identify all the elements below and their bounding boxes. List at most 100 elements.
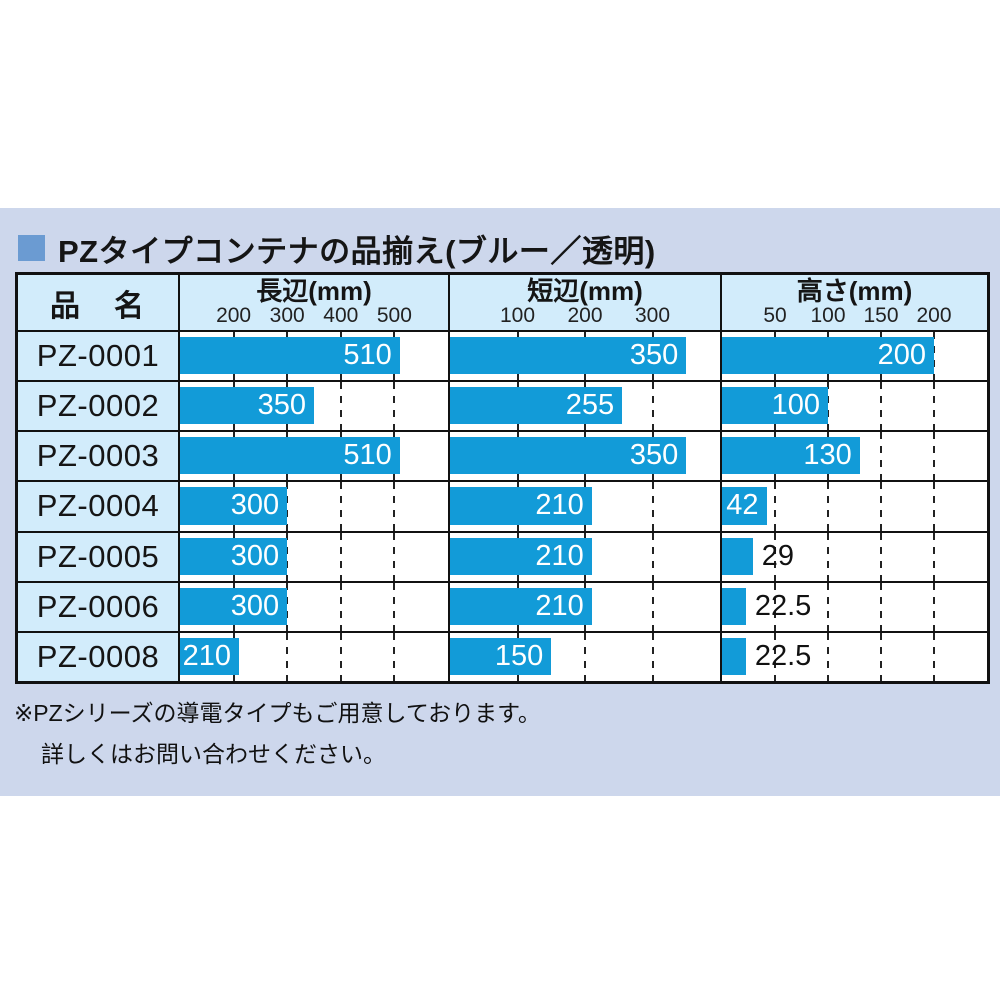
bar-cell-height: 200 bbox=[722, 332, 987, 381]
bar-cell-long: 300 bbox=[180, 482, 450, 531]
dimension-bar: 200 bbox=[722, 337, 934, 375]
product-column-header: 品 名 bbox=[18, 275, 180, 330]
grid-line bbox=[774, 632, 776, 681]
dimension-bar: 100 bbox=[722, 387, 828, 425]
bar-value-label: 350 bbox=[629, 339, 679, 372]
grid-line bbox=[880, 482, 882, 531]
measure-column-header-short: 短辺(mm) 100 200 300 bbox=[450, 275, 722, 330]
dimension-bar: 350 bbox=[180, 387, 314, 425]
measure-column-header-long: 長辺(mm) 200 300 400 500 bbox=[180, 275, 450, 330]
product-name-cell: PZ-0004 bbox=[18, 482, 180, 531]
bar-cell-height: 42 bbox=[722, 482, 987, 531]
product-name-cell: PZ-0003 bbox=[18, 432, 180, 481]
dimension-bar: 150 bbox=[450, 637, 552, 675]
table-row: PZ-0005 300 210 29 bbox=[18, 532, 987, 583]
dimension-bar: 42 bbox=[722, 487, 767, 525]
bar-cell-height: 22.5 bbox=[722, 632, 987, 681]
product-name-cell: PZ-0006 bbox=[18, 582, 180, 631]
table-row: PZ-0006 300 210 22.5 bbox=[18, 582, 987, 633]
bar-cell-short: 350 bbox=[450, 332, 722, 381]
grid-line bbox=[651, 532, 654, 581]
bar-value-label: 150 bbox=[494, 639, 544, 672]
bar-cell-height: 100 bbox=[722, 382, 987, 431]
grid-line bbox=[827, 532, 829, 581]
bar-value-label: 300 bbox=[230, 489, 280, 522]
table-row: PZ-0002 350 255 100 bbox=[18, 382, 987, 433]
bar-cell-long: 510 bbox=[180, 432, 450, 481]
bar-value-label: 210 bbox=[535, 489, 584, 522]
dimension-bar bbox=[722, 537, 753, 575]
grid-line bbox=[880, 632, 882, 681]
table-body: PZ-0001 510 350 200 PZ-0002 350 255 100 PZ-0003 5… bbox=[18, 332, 987, 681]
dimension-bar: 510 bbox=[180, 337, 400, 375]
axis-tick-row: 50 100 150 200 bbox=[722, 304, 987, 330]
axis-tick-label: 200 bbox=[916, 304, 952, 327]
dimension-bar bbox=[722, 637, 746, 675]
grid-line bbox=[774, 532, 776, 581]
section-title: PZタイプコンテナの品揃え(ブルー／透明) bbox=[58, 233, 656, 269]
grid-line bbox=[393, 482, 396, 531]
measure-column-label: 長辺(mm) bbox=[256, 276, 372, 306]
title-bullet-square-icon bbox=[18, 235, 45, 261]
axis-tick-label: 200 bbox=[567, 304, 603, 327]
bar-cell-height: 22.5 bbox=[722, 582, 987, 631]
grid-line bbox=[774, 482, 776, 531]
grid-line bbox=[651, 582, 654, 631]
product-size-table: 品 名 長辺(mm) 200 300 400 500 短辺(mm) 100 200 300 高さ(… bbox=[15, 272, 990, 684]
grid-line bbox=[933, 482, 935, 531]
grid-line bbox=[827, 632, 829, 681]
axis-tick-label: 100 bbox=[810, 304, 846, 327]
product-name-cell: PZ-0008 bbox=[18, 632, 180, 681]
dimension-bar: 210 bbox=[450, 537, 592, 575]
product-name-cell: PZ-0005 bbox=[18, 532, 180, 581]
table-header-row: 品 名 長辺(mm) 200 300 400 500 短辺(mm) 100 200 300 高さ(… bbox=[18, 275, 987, 332]
dimension-bar: 350 bbox=[450, 337, 687, 375]
axis-tick-label: 300 bbox=[634, 304, 671, 327]
axis-tick-label: 100 bbox=[499, 304, 536, 327]
axis-tick-label: 400 bbox=[323, 304, 359, 327]
bar-value-label: 350 bbox=[629, 439, 679, 472]
product-name-cell: PZ-0002 bbox=[18, 382, 180, 431]
grid-line bbox=[651, 632, 654, 681]
grid-line bbox=[286, 582, 289, 631]
grid-line bbox=[286, 532, 289, 581]
bar-value-label: 350 bbox=[257, 389, 306, 422]
grid-line bbox=[880, 432, 882, 481]
bar-cell-short: 350 bbox=[450, 432, 722, 481]
grid-line bbox=[827, 482, 829, 531]
bar-value-label: 200 bbox=[877, 339, 926, 372]
dimension-bar bbox=[722, 587, 746, 625]
axis-tick-label: 200 bbox=[216, 304, 252, 327]
bar-cell-long: 210 bbox=[180, 632, 450, 681]
grid-line bbox=[827, 582, 829, 631]
table-row: PZ-0003 510 350 130 bbox=[18, 432, 987, 483]
grid-line bbox=[393, 532, 396, 581]
axis-tick-label: 50 bbox=[763, 304, 787, 327]
bar-value-label: 22.5 bbox=[754, 590, 812, 623]
bar-cell-long: 350 bbox=[180, 382, 450, 431]
grid-line bbox=[339, 482, 342, 531]
grid-line bbox=[286, 482, 289, 531]
bar-value-label: 300 bbox=[230, 539, 280, 572]
footnote-line-2: 詳しくはお問い合わせください。 bbox=[41, 741, 386, 767]
axis-tick-label: 300 bbox=[269, 304, 305, 327]
bar-value-label: 210 bbox=[535, 539, 584, 572]
grid-line bbox=[827, 382, 829, 431]
grid-line bbox=[933, 332, 935, 381]
bar-value-label: 130 bbox=[803, 439, 852, 472]
grid-line bbox=[339, 382, 342, 431]
grid-line bbox=[339, 532, 342, 581]
grid-line bbox=[880, 532, 882, 581]
bar-value-label: 210 bbox=[535, 589, 584, 622]
grid-line bbox=[286, 632, 289, 681]
grid-line bbox=[393, 632, 396, 681]
table-row: PZ-0008 210 150 22.5 bbox=[18, 632, 987, 681]
bar-cell-short: 150 bbox=[450, 632, 722, 681]
footnote-line-1: ※PZシリーズの導電タイプもご用意しております。 bbox=[14, 700, 541, 726]
dimension-bar: 300 bbox=[180, 587, 288, 625]
measure-column-label: 短辺(mm) bbox=[527, 276, 643, 306]
dimension-bar: 300 bbox=[180, 537, 288, 575]
dimension-bar: 210 bbox=[180, 637, 239, 675]
grid-line bbox=[933, 532, 935, 581]
bar-value-label: 42 bbox=[726, 489, 759, 522]
